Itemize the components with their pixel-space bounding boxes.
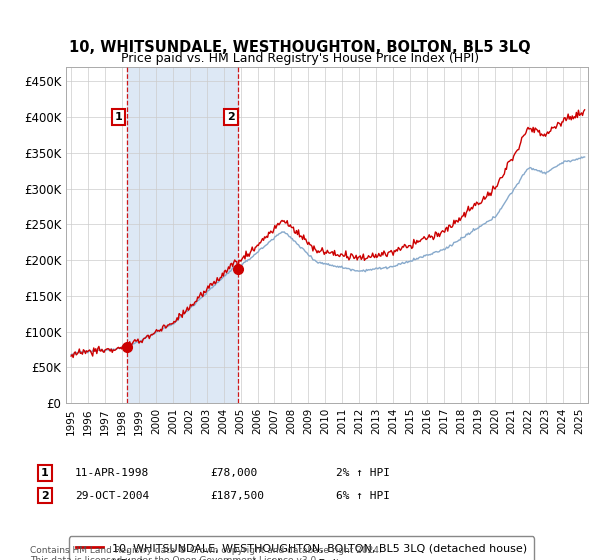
Text: 1: 1 — [41, 468, 49, 478]
Text: Price paid vs. HM Land Registry's House Price Index (HPI): Price paid vs. HM Land Registry's House … — [121, 52, 479, 66]
Text: 10, WHITSUNDALE, WESTHOUGHTON, BOLTON, BL5 3LQ: 10, WHITSUNDALE, WESTHOUGHTON, BOLTON, B… — [69, 40, 531, 55]
Text: 2: 2 — [227, 112, 235, 122]
Text: £78,000: £78,000 — [210, 468, 257, 478]
Text: £187,500: £187,500 — [210, 491, 264, 501]
Bar — [127, 67, 238, 403]
Text: 2: 2 — [41, 491, 49, 501]
Text: Contains HM Land Registry data © Crown copyright and database right 2024.
This d: Contains HM Land Registry data © Crown c… — [30, 546, 382, 560]
Text: 11-APR-1998: 11-APR-1998 — [75, 468, 149, 478]
Text: 1: 1 — [115, 112, 122, 122]
Text: 2% ↑ HPI: 2% ↑ HPI — [336, 468, 390, 478]
Text: 6% ↑ HPI: 6% ↑ HPI — [336, 491, 390, 501]
Legend: 10, WHITSUNDALE, WESTHOUGHTON, BOLTON, BL5 3LQ (detached house), HPI: Average pr: 10, WHITSUNDALE, WESTHOUGHTON, BOLTON, B… — [69, 536, 534, 560]
Text: 29-OCT-2004: 29-OCT-2004 — [75, 491, 149, 501]
